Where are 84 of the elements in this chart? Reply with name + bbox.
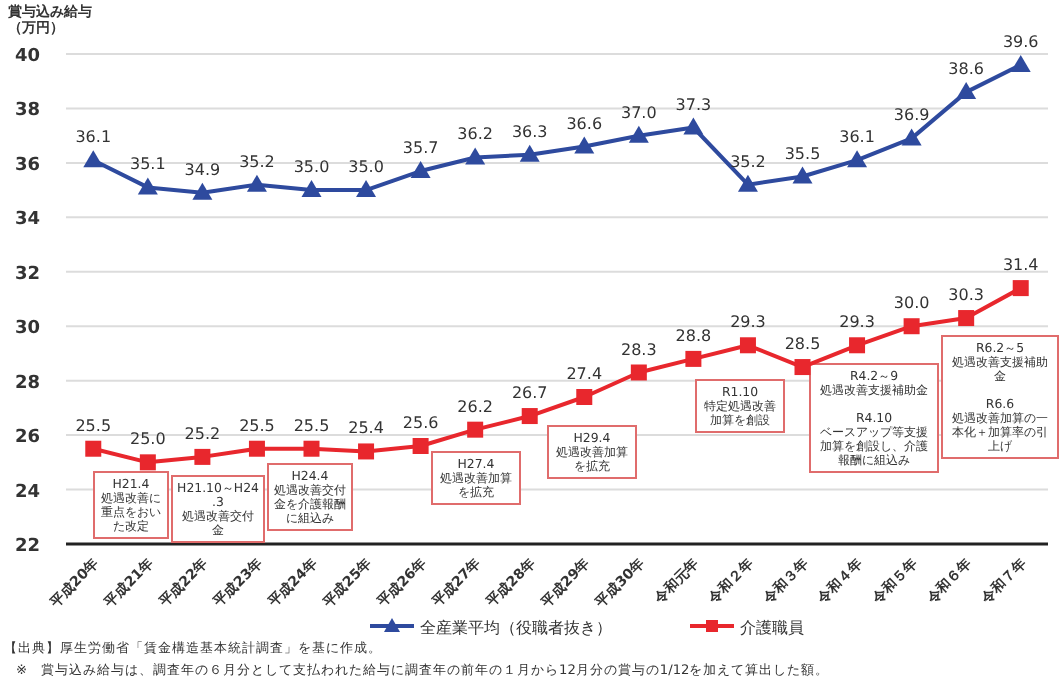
data-label: 36.2 <box>457 125 493 144</box>
y-tick-label: 38 <box>14 101 40 122</box>
data-label: 36.3 <box>511 122 548 141</box>
data-label: 25.6 <box>402 414 439 432</box>
point <box>683 117 704 135</box>
point <box>303 440 320 457</box>
data-label: 28.5 <box>784 335 821 354</box>
point <box>467 421 484 438</box>
point <box>521 408 538 425</box>
data-label: 31.4 <box>1002 256 1039 275</box>
point <box>628 125 649 143</box>
data-label: 35.0 <box>348 158 384 177</box>
y-tick-label: 36 <box>14 155 40 176</box>
point <box>248 440 265 457</box>
point <box>1010 54 1031 72</box>
point <box>137 177 158 195</box>
data-label: 29.3 <box>839 313 875 332</box>
data-label: 25.0 <box>130 430 166 449</box>
data-label: 37.0 <box>621 103 657 122</box>
data-label: 25.5 <box>239 416 275 435</box>
data-label: 35.5 <box>784 144 821 163</box>
legend-label: 全産業平均（役職者抜き） <box>420 619 612 637</box>
data-label: 39.6 <box>1002 32 1039 51</box>
point <box>903 318 920 335</box>
point <box>85 440 102 457</box>
data-label: 35.2 <box>239 152 275 171</box>
data-label: 25.5 <box>75 416 112 435</box>
point <box>574 136 595 154</box>
point <box>958 310 975 327</box>
y-tick-label: 40 <box>14 47 40 67</box>
point <box>901 128 922 146</box>
point <box>630 364 647 381</box>
point <box>1012 280 1029 297</box>
point <box>465 147 486 165</box>
y-tick-label: 32 <box>14 264 40 285</box>
y-tick-label: 34 <box>14 210 40 231</box>
y-tick-label: 26 <box>14 428 40 449</box>
data-label: 28.8 <box>675 326 712 345</box>
point <box>410 161 431 179</box>
point <box>739 337 756 354</box>
data-label: 36.9 <box>893 106 930 125</box>
point <box>194 448 211 465</box>
data-label: 25.4 <box>348 419 384 438</box>
data-label: 34.9 <box>184 160 221 179</box>
data-label: 25.2 <box>184 424 221 443</box>
point <box>301 180 322 198</box>
point <box>356 180 377 198</box>
point <box>737 174 758 192</box>
data-label: 25.5 <box>293 416 330 435</box>
data-label: 27.4 <box>566 365 603 383</box>
point <box>192 182 213 200</box>
legend-label: 介護職員 <box>740 619 804 637</box>
point <box>139 454 156 471</box>
data-label: 28.3 <box>621 340 657 359</box>
y-tick-label: 24 <box>14 482 40 503</box>
point <box>519 144 540 162</box>
data-label: 37.3 <box>675 95 712 114</box>
point <box>849 337 866 354</box>
y-tick-label: 28 <box>14 373 40 394</box>
data-label: 26.2 <box>457 397 493 416</box>
data-label: 30.0 <box>893 294 930 313</box>
data-label: 36.1 <box>839 128 875 147</box>
data-label: 36.1 <box>75 128 112 147</box>
data-label: 35.1 <box>130 155 166 174</box>
point <box>847 150 868 168</box>
data-label: 35.2 <box>730 152 766 171</box>
point <box>792 166 813 184</box>
point <box>956 82 977 100</box>
point <box>685 350 702 367</box>
data-label: 35.7 <box>402 139 439 158</box>
point <box>358 443 375 460</box>
y-tick-label: 30 <box>14 319 40 340</box>
point <box>576 389 593 405</box>
point <box>794 359 811 376</box>
data-label: 30.3 <box>948 286 984 305</box>
data-label: 36.6 <box>566 114 603 133</box>
data-label: 29.3 <box>730 313 766 332</box>
point <box>246 174 267 192</box>
point <box>412 438 429 454</box>
data-label: 38.6 <box>948 60 984 79</box>
data-label: 26.7 <box>511 384 548 403</box>
point <box>83 150 104 168</box>
data-label: 35.0 <box>293 158 330 177</box>
y-tick-label: 22 <box>14 537 40 557</box>
